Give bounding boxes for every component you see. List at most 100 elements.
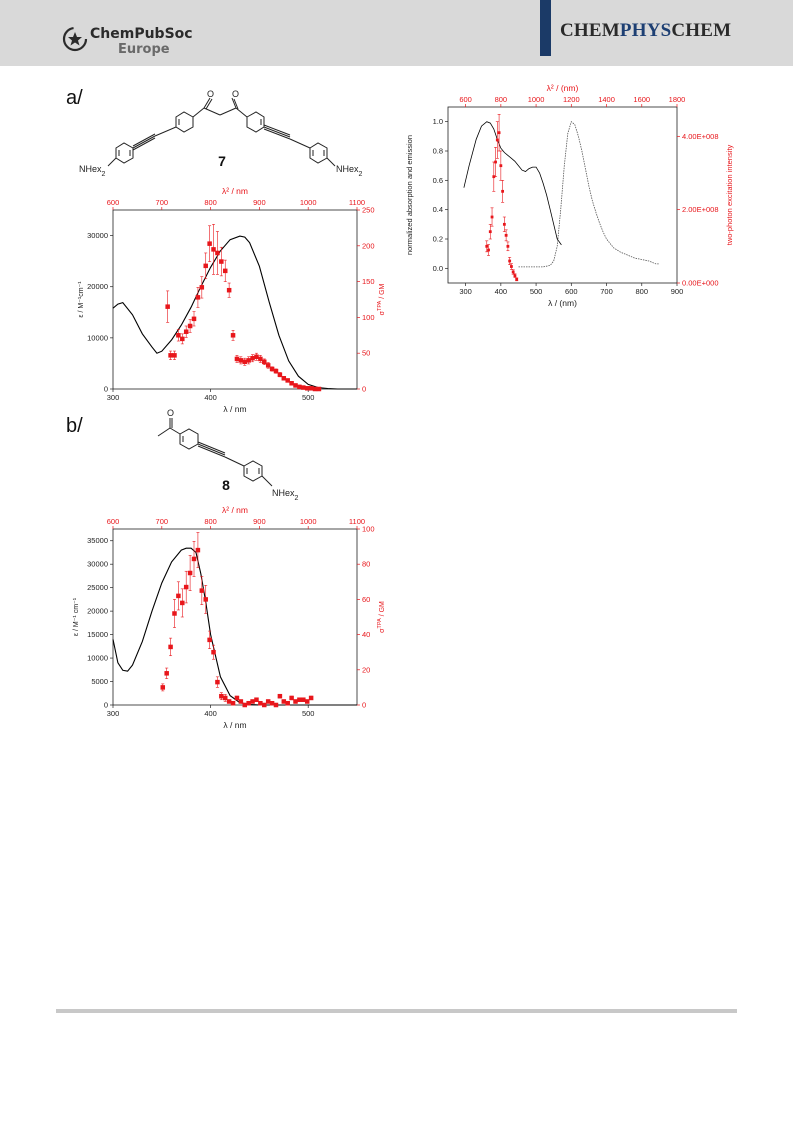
journal-title-part2: PHYS	[619, 20, 672, 41]
data-point	[504, 233, 508, 237]
data-point	[506, 244, 510, 248]
data-point	[494, 160, 497, 164]
x-top-tick-label: 1100	[349, 517, 365, 526]
data-point	[246, 700, 251, 706]
data-point	[281, 376, 287, 381]
y-tick-label: 30000	[87, 560, 108, 569]
data-point	[258, 356, 263, 362]
data-point	[487, 248, 490, 252]
x-top-tick-label: 1600	[633, 95, 650, 104]
data-point	[195, 547, 201, 553]
data-point	[203, 263, 208, 269]
y-tick-label: 30000	[87, 231, 108, 240]
data-point	[492, 175, 496, 179]
data-point	[242, 702, 248, 708]
chart-panel-c: 300 400 500 600 700 800 900 600 800 1000 1200 1400 1…	[405, 83, 734, 308]
data-point	[293, 699, 298, 704]
series-line	[463, 121, 562, 246]
data-point	[510, 265, 513, 268]
data-point	[308, 695, 314, 701]
y-tick-label: 20000	[87, 282, 108, 291]
journal-title-part3: CHEM	[671, 20, 732, 41]
chempubsoc-star-icon	[62, 26, 88, 52]
data-point	[281, 699, 287, 704]
x-tick-label: 400	[204, 709, 217, 718]
data-point	[301, 385, 306, 390]
compound-8-sub: 2	[295, 495, 299, 502]
y-tick-label: 0.0	[433, 264, 443, 273]
x-tick-label: 900	[671, 287, 684, 296]
compound-7-number: 7	[218, 153, 226, 169]
series-line	[112, 235, 357, 390]
data-point	[222, 268, 228, 274]
x-top-tick-label: 600	[107, 517, 120, 526]
data-point	[211, 247, 216, 252]
y-right-tick-label: 100	[362, 525, 375, 534]
compound-7-substituent-right: NHex2	[336, 164, 363, 178]
x-axis-label: λ / nm	[223, 404, 246, 414]
data-point	[273, 702, 279, 708]
data-point	[250, 355, 255, 361]
data-point	[289, 695, 294, 701]
y-right-tick-label: 60	[362, 595, 370, 604]
x-tick-label: 400	[495, 287, 508, 296]
data-point	[176, 593, 181, 599]
y-right-tick-label: 80	[362, 560, 370, 569]
x-tick-label: 700	[600, 287, 613, 296]
compound-7-oxygen-right: O	[232, 89, 239, 99]
y-axis-label: normalized absorption and emission	[405, 135, 414, 255]
y-right-tick-label: 2.00E+008	[682, 205, 719, 214]
journal-stripe	[540, 0, 551, 56]
data-point	[215, 679, 220, 685]
data-point	[203, 597, 208, 602]
data-point	[262, 359, 267, 365]
y-right-tick-label: 250	[362, 206, 375, 215]
data-point	[515, 277, 519, 281]
data-point	[250, 699, 255, 704]
y-tick-label: 10000	[87, 654, 108, 663]
y-tick-label: 20000	[87, 607, 108, 616]
compound-7-substituent-left: NHex2	[79, 164, 106, 178]
data-point	[242, 359, 248, 365]
x-top-tick-label: 800	[204, 198, 217, 207]
data-point	[183, 329, 189, 334]
data-point	[297, 697, 302, 702]
data-point	[485, 244, 489, 248]
compound-7-nhex-right: NHex	[336, 164, 359, 174]
panel-b-label: b/	[66, 415, 83, 437]
data-point	[297, 384, 302, 390]
x-tick-label: 300	[459, 287, 472, 296]
data-point	[488, 230, 492, 234]
data-point	[258, 700, 263, 706]
x-top-tick-label: 700	[156, 198, 169, 207]
compound-7-oxygen-left: O	[207, 89, 214, 99]
y-right-axis-label: σTPA / GM	[377, 283, 386, 315]
y-tick-label: 0	[104, 385, 108, 394]
compound-8-structure	[157, 418, 273, 487]
y-tick-label: 15000	[87, 630, 108, 639]
data-point	[215, 250, 220, 256]
data-point	[513, 274, 517, 278]
x-tick-label: 500	[302, 393, 315, 402]
data-point	[172, 611, 177, 616]
data-point	[277, 693, 283, 699]
x-top-tick-label: 600	[107, 198, 120, 207]
data-point	[304, 386, 310, 391]
x-top-tick-label: 900	[253, 517, 266, 526]
data-point	[254, 354, 259, 360]
compound-7-nhex-left: NHex	[79, 164, 102, 174]
data-point	[254, 697, 259, 702]
data-point	[304, 699, 310, 704]
data-point	[265, 699, 271, 704]
x-top-tick-label: 1000	[300, 517, 317, 526]
x-top-tick-label: 1000	[300, 198, 317, 207]
x-tick-label: 300	[107, 709, 120, 718]
x-top-axis-label: λ² / nm	[222, 186, 248, 196]
y-right-tick-label: 50	[362, 349, 370, 358]
data-point	[501, 189, 505, 193]
y-tick-label: 35000	[87, 536, 108, 545]
data-point	[490, 215, 494, 219]
data-point	[164, 671, 169, 676]
